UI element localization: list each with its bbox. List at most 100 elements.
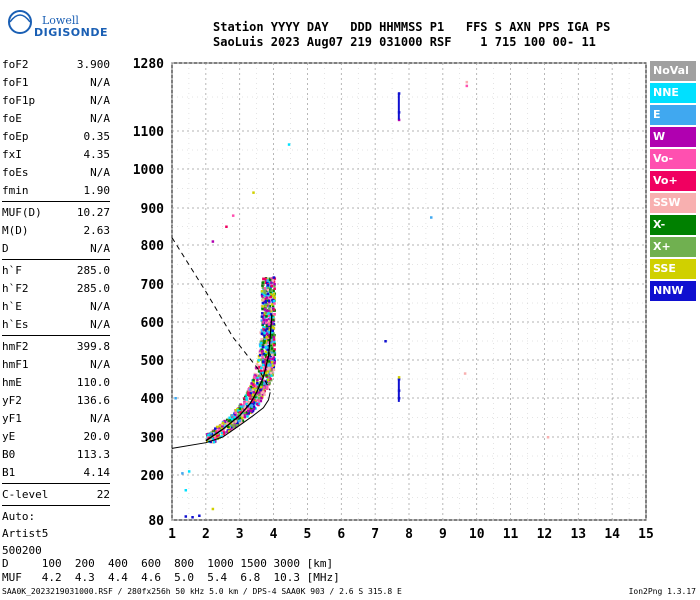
echo-dot	[221, 424, 224, 428]
echo-dot	[261, 301, 265, 305]
echo-dot	[232, 417, 236, 421]
echo-dot	[227, 430, 231, 433]
echo-dot	[260, 315, 264, 318]
echo-dot	[263, 393, 266, 396]
echo-dot	[226, 422, 229, 426]
echo-dot	[269, 377, 272, 381]
echo-dot	[265, 355, 269, 359]
echo-dot	[252, 405, 256, 408]
echo-dot	[263, 381, 266, 385]
echo-dot	[266, 319, 270, 323]
param-row-yf1: yF1 N/A	[2, 410, 110, 428]
echo-dot	[243, 401, 246, 405]
echo-dot	[273, 302, 276, 305]
echo-dot	[261, 281, 264, 285]
echo-dot	[257, 370, 261, 373]
echo-dot	[250, 405, 254, 408]
param-row-hf2: h`F2 285.0	[2, 280, 110, 298]
echo-dot	[267, 317, 271, 321]
echo-dot	[230, 414, 234, 417]
echo-dot	[273, 284, 276, 288]
echo-dot	[258, 367, 261, 371]
echo-dot	[263, 363, 266, 366]
echo-dot	[258, 353, 262, 357]
param-value: N/A	[90, 76, 110, 89]
echo-dot	[267, 303, 271, 307]
echo-dot	[266, 284, 270, 287]
echo-dot	[261, 363, 265, 367]
param-key: h`F	[2, 264, 22, 277]
echo-dot	[273, 351, 277, 355]
echo-dot	[270, 341, 273, 345]
echo-dot	[266, 350, 269, 354]
echo-dot	[263, 316, 267, 319]
y-tick-label: 1280	[133, 57, 164, 72]
y-tick-labels: 80 200 300 400 500 600 700 800 900 1000 1100 1280	[133, 57, 164, 529]
echo-dot	[260, 391, 264, 395]
echo-dot	[265, 286, 269, 290]
echo-dot	[252, 378, 255, 382]
echo-dot	[259, 399, 263, 403]
auto-line: 500200	[2, 544, 42, 557]
echo-dot	[253, 374, 257, 377]
echo-dot	[209, 432, 212, 435]
param-row-fxi: fxI 4.35	[2, 146, 110, 164]
echo-dot	[259, 377, 262, 380]
x-tick-labels: 1 2 3 4 5 6 7 8 9 10 11 12 13 14 15	[168, 527, 654, 542]
y-tick-label: 400	[141, 392, 165, 407]
echo-point	[184, 489, 188, 492]
param-value: 285.0	[76, 264, 110, 277]
echo-dot	[271, 279, 275, 282]
echo-dot	[253, 397, 257, 401]
echo-dot	[271, 324, 274, 328]
echo-dot	[220, 435, 223, 438]
param-key: foE	[2, 112, 22, 125]
echo-dot	[260, 319, 264, 322]
echo-dot	[268, 368, 272, 371]
echo-dot	[243, 415, 247, 418]
echo-dot	[259, 388, 262, 392]
echo-dot	[261, 286, 265, 289]
auto-line: Artist5	[2, 527, 49, 540]
x-tick-label: 2	[202, 527, 210, 542]
echo-dot	[268, 357, 271, 360]
echo-dot	[228, 416, 231, 420]
echo-dot	[259, 372, 262, 376]
echo-dot	[259, 396, 263, 400]
echo-dot	[261, 297, 265, 300]
echo-dot	[238, 414, 242, 418]
y-tick-label: 500	[141, 354, 165, 369]
param-value: 10.27	[76, 206, 110, 219]
echo-dot	[230, 422, 234, 425]
echo-dot	[264, 340, 268, 343]
echo-dot	[272, 365, 276, 369]
echo-dot	[269, 294, 273, 297]
echo-dot	[268, 309, 271, 312]
echo-dot	[260, 366, 263, 370]
echo-dot	[267, 380, 271, 384]
echo-dot	[272, 322, 275, 326]
echo-dot	[263, 308, 267, 311]
echo-dot	[272, 357, 276, 361]
echo-dot	[252, 380, 255, 384]
echo-dot	[266, 327, 269, 330]
echo-dot	[220, 431, 224, 435]
echo-dot	[260, 332, 264, 336]
echo-dot	[267, 286, 270, 290]
param-value: N/A	[90, 242, 110, 255]
echo-dot	[264, 371, 268, 375]
echo-dot	[266, 332, 269, 336]
echo-dot	[250, 382, 253, 385]
logo-line1: Lowell	[42, 14, 79, 27]
param-key: yF1	[2, 412, 22, 425]
echo-dot	[252, 375, 256, 379]
echo-dot	[268, 315, 272, 319]
echo-dot	[252, 401, 256, 404]
echo-dot	[262, 277, 265, 281]
echo-dot	[269, 313, 273, 316]
echo-dot	[245, 396, 248, 399]
echo-dot	[233, 423, 237, 426]
param-separator	[2, 201, 110, 202]
param-row-he: h`E N/A	[2, 298, 110, 316]
echo-dot	[255, 379, 259, 383]
